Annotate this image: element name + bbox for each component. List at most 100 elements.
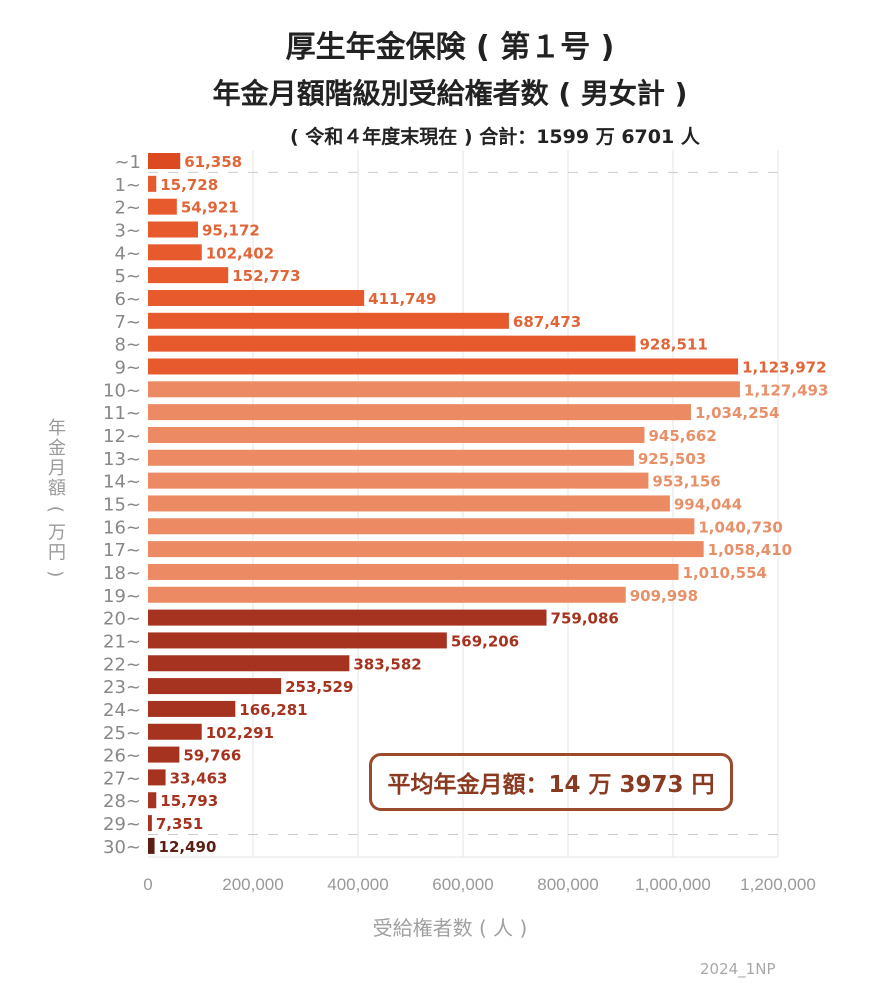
bar-value-label: 166,281 bbox=[239, 701, 307, 719]
bar-value-label: 759,086 bbox=[551, 610, 619, 628]
y-axis-label: 年金月額 ( 万円 ) bbox=[45, 418, 66, 580]
bar bbox=[148, 244, 202, 261]
chart-title: 厚生年金保険 ( 第１号 ) bbox=[285, 30, 615, 65]
y-tick-label: 10~ bbox=[103, 380, 141, 401]
bar-value-label: 253,529 bbox=[285, 678, 353, 696]
bar bbox=[148, 746, 180, 763]
bar bbox=[148, 632, 447, 649]
bar bbox=[148, 769, 166, 786]
bar-value-label: 909,998 bbox=[630, 587, 698, 605]
bar-value-label: 33,463 bbox=[170, 769, 228, 787]
bar-value-label: 1,040,730 bbox=[698, 518, 782, 536]
bar bbox=[148, 609, 547, 626]
bar-value-label: 59,766 bbox=[183, 747, 241, 765]
bar-value-label: 1,034,254 bbox=[695, 404, 779, 422]
y-tick-label: 26~ bbox=[103, 746, 141, 767]
bar-value-label: 95,172 bbox=[202, 221, 260, 239]
bar-value-label: 12,490 bbox=[159, 838, 217, 856]
bar bbox=[148, 221, 198, 238]
x-tick-label: 0 bbox=[143, 875, 152, 894]
bar-value-label: 1,010,554 bbox=[683, 564, 767, 582]
bar bbox=[148, 198, 177, 215]
y-tick-label: 30~ bbox=[103, 837, 141, 858]
bar-value-label: 687,473 bbox=[513, 313, 581, 331]
bar bbox=[148, 381, 740, 398]
bar bbox=[148, 495, 670, 512]
x-tick-label: 1,000,000 bbox=[635, 875, 711, 894]
x-tick-label: 1,200,000 bbox=[740, 875, 816, 894]
bar bbox=[148, 563, 679, 580]
y-tick-label: 14~ bbox=[103, 472, 141, 493]
bar bbox=[148, 518, 695, 535]
bar bbox=[148, 289, 365, 306]
y-tick-label: 16~ bbox=[103, 517, 141, 538]
bar-value-label: 925,503 bbox=[638, 450, 706, 468]
y-tick-label: 15~ bbox=[103, 494, 141, 515]
y-tick-label: 8~ bbox=[114, 335, 141, 356]
bar bbox=[148, 723, 202, 740]
bar bbox=[148, 700, 236, 717]
y-tick-label: 5~ bbox=[114, 266, 141, 287]
y-tick-label: ~1 bbox=[114, 152, 141, 173]
bar bbox=[148, 175, 157, 192]
bar bbox=[148, 541, 704, 558]
bar-value-label: 15,728 bbox=[160, 176, 218, 194]
bar bbox=[148, 358, 739, 375]
x-tick-label: 200,000 bbox=[222, 875, 283, 894]
bar bbox=[148, 655, 350, 672]
y-tick-label: 3~ bbox=[114, 220, 141, 241]
bar-value-label: 1,127,493 bbox=[744, 381, 828, 399]
bar bbox=[148, 426, 645, 443]
y-tick-label: 7~ bbox=[114, 312, 141, 333]
bar-value-label: 152,773 bbox=[232, 267, 300, 285]
bar bbox=[148, 837, 155, 854]
x-tick-label: 400,000 bbox=[327, 875, 388, 894]
y-tick-label: 18~ bbox=[103, 563, 141, 584]
average-annotation: 平均年金月額：14 万 3973 円 bbox=[369, 753, 733, 811]
bar bbox=[148, 472, 649, 489]
bar-value-label: 7,351 bbox=[156, 815, 203, 833]
chart-subtitle: 年金月額階級別受給権者数 ( 男女計 ) bbox=[212, 77, 688, 110]
bar bbox=[148, 586, 626, 603]
bar bbox=[148, 815, 152, 832]
bar-value-label: 1,123,972 bbox=[742, 358, 826, 376]
chart-note: ( 令和４年度末現在 ) 合計：1599 万 6701 人 bbox=[290, 126, 700, 148]
y-tick-label: 19~ bbox=[103, 586, 141, 607]
y-tick-label: 25~ bbox=[103, 723, 141, 744]
y-tick-label: 9~ bbox=[114, 357, 141, 378]
bar-value-label: 54,921 bbox=[181, 199, 239, 217]
y-tick-label: 6~ bbox=[114, 289, 141, 310]
credit: 2024_1NP bbox=[700, 960, 776, 978]
bar-value-label: 953,156 bbox=[652, 473, 720, 491]
y-tick-label: 23~ bbox=[103, 677, 141, 698]
bar bbox=[148, 449, 634, 466]
bar-value-label: 928,511 bbox=[639, 336, 707, 354]
bar-value-label: 945,662 bbox=[648, 427, 716, 445]
y-tick-label: 29~ bbox=[103, 814, 141, 835]
y-tick-label: 1~ bbox=[114, 175, 141, 196]
bar-value-label: 383,582 bbox=[353, 655, 421, 673]
y-tick-label: 12~ bbox=[103, 426, 141, 447]
y-tick-label: 28~ bbox=[103, 791, 141, 812]
bar bbox=[148, 792, 157, 809]
bar-value-label: 15,793 bbox=[160, 792, 218, 810]
y-tick-label: 27~ bbox=[103, 768, 141, 789]
y-tick-label: 24~ bbox=[103, 700, 141, 721]
bar bbox=[148, 678, 282, 695]
bar-value-label: 102,291 bbox=[206, 724, 274, 742]
bar bbox=[148, 267, 229, 284]
bar-value-label: 102,402 bbox=[206, 244, 274, 262]
y-tick-label: 22~ bbox=[103, 654, 141, 675]
bar-value-label: 1,058,410 bbox=[708, 541, 792, 559]
y-tick-label: 2~ bbox=[114, 198, 141, 219]
bar-value-label: 994,044 bbox=[674, 495, 742, 513]
y-tick-label: 17~ bbox=[103, 540, 141, 561]
x-tick-label: 600,000 bbox=[432, 875, 493, 894]
bar-value-label: 411,749 bbox=[368, 290, 436, 308]
bar bbox=[148, 153, 181, 169]
y-tick-label: 21~ bbox=[103, 631, 141, 652]
x-axis-label: 受給権者数 ( 人 ) bbox=[372, 916, 528, 940]
bar bbox=[148, 335, 636, 352]
bar-value-label: 569,206 bbox=[451, 632, 519, 650]
